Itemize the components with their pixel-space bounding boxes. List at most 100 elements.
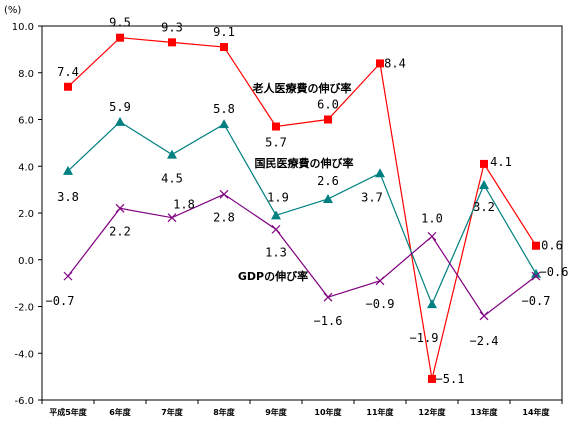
y-tick-label: 10.0 xyxy=(12,22,34,33)
axes: 10.0 8.0 6.0 4.0 2.0 0.0 -2.0 -4.0 -6.0 平成5年度 6年度 7… xyxy=(12,22,563,417)
series-label: 国民医療費の伸び率 xyxy=(255,156,354,170)
y-tick-label: 0.0 xyxy=(18,256,34,267)
data-point-x-stroke xyxy=(479,311,489,321)
data-point-x-stroke xyxy=(167,213,177,223)
data-label: 1.8 xyxy=(173,198,195,212)
data-point-triangle xyxy=(271,210,281,220)
x-tick-label: 6年度 xyxy=(109,407,132,417)
data-label: −2.4 xyxy=(470,334,499,348)
x-tick-label: 平成5年度 xyxy=(49,407,88,417)
y-axis-unit: (%) xyxy=(4,5,21,16)
data-point-x-stroke xyxy=(531,271,541,281)
series-label: 老人医療費の伸び率 xyxy=(252,81,352,95)
data-label: 8.4 xyxy=(384,56,406,70)
y-tick-label: -2.0 xyxy=(14,303,34,314)
data-label: −1.6 xyxy=(314,314,343,328)
data-label: 2.6 xyxy=(317,174,339,188)
data-label: 5.9 xyxy=(109,100,131,114)
data-label: 2.2 xyxy=(109,224,131,238)
data-labels: 7.4 9.5 9.3 9.1 5.7 6.0 8.4 −5.1 4.1 0.6 3.8 5.9 4.5… xyxy=(46,16,568,386)
data-point-x-stroke xyxy=(115,203,125,213)
data-label: 9.1 xyxy=(213,25,235,39)
x-tick-label: 10年度 xyxy=(314,407,342,417)
data-point-x xyxy=(115,203,125,213)
data-label: −0.7 xyxy=(46,294,75,308)
data-label: 9.3 xyxy=(161,20,183,34)
data-point-x-stroke xyxy=(63,271,73,281)
data-point-x-stroke xyxy=(375,276,385,286)
data-point-x-stroke xyxy=(427,231,437,241)
data-point-square xyxy=(480,159,488,168)
data-point-x xyxy=(219,189,229,199)
data-label: 7.4 xyxy=(57,65,79,79)
data-label: 2.8 xyxy=(213,210,235,224)
x-tick-label: 8年度 xyxy=(213,407,236,417)
data-label: 9.5 xyxy=(109,16,131,30)
data-point-triangle xyxy=(63,165,73,175)
y-tick-label: 4.0 xyxy=(18,162,34,173)
data-point-x-stroke xyxy=(323,292,333,302)
data-point-triangle xyxy=(531,268,541,278)
series-lines xyxy=(67,37,537,380)
data-point-triangle xyxy=(323,193,333,203)
y-tick-label: 6.0 xyxy=(18,116,34,127)
data-label: −5.1 xyxy=(436,372,465,386)
y-tick-label: -6.0 xyxy=(14,396,34,407)
data-label: 3.8 xyxy=(57,190,79,204)
data-point-triangle xyxy=(479,179,489,189)
y-tick-label: -4.0 xyxy=(14,349,34,360)
data-point-square xyxy=(220,43,228,52)
data-point-square xyxy=(532,241,540,250)
data-point-x xyxy=(167,213,177,223)
data-point-x xyxy=(323,292,333,302)
data-label: −0.7 xyxy=(522,294,551,308)
x-tick-label: 7年度 xyxy=(161,407,184,417)
data-label: 6.0 xyxy=(317,98,339,112)
data-label: −0.6 xyxy=(540,265,568,279)
data-point-triangle xyxy=(375,168,385,178)
data-label: −1.9 xyxy=(410,331,439,345)
data-point-square xyxy=(376,59,384,68)
series-line xyxy=(67,37,537,380)
data-point-square xyxy=(324,115,332,124)
data-label: 5.7 xyxy=(265,136,287,150)
series-line xyxy=(67,193,537,317)
data-point-x xyxy=(63,271,73,281)
data-label: 0.6 xyxy=(541,239,563,253)
x-tick-label: 12年度 xyxy=(418,407,446,417)
data-label: 1.9 xyxy=(267,190,289,204)
data-point-square xyxy=(272,122,280,131)
data-point-square xyxy=(116,33,124,42)
series-markers xyxy=(63,33,541,383)
data-label: 1.0 xyxy=(421,211,443,225)
data-point-square xyxy=(168,38,176,47)
data-point-triangle xyxy=(427,299,437,309)
data-point-x xyxy=(375,276,385,286)
series-line xyxy=(67,121,537,306)
data-point-square xyxy=(64,82,72,91)
data-label: 3.7 xyxy=(361,190,383,204)
data-point-square xyxy=(428,374,436,383)
data-point-triangle xyxy=(115,116,125,126)
y-tick-label: 8.0 xyxy=(18,69,34,80)
data-label: −0.9 xyxy=(366,297,395,311)
data-point-x-stroke xyxy=(219,189,229,199)
x-tick-label: 13年度 xyxy=(470,407,498,417)
x-tick-label: 9年度 xyxy=(265,407,288,417)
y-tick-label: 2.0 xyxy=(18,209,34,220)
data-label: 1.3 xyxy=(265,245,287,259)
x-tick-label: 11年度 xyxy=(366,407,394,417)
data-label: 4.1 xyxy=(490,155,512,169)
data-point-x xyxy=(531,271,541,281)
data-label: 5.8 xyxy=(213,102,235,116)
data-point-x xyxy=(271,224,281,234)
data-point-triangle xyxy=(219,119,229,129)
data-point-x-stroke xyxy=(271,224,281,234)
data-point-x xyxy=(427,231,437,241)
data-label: 4.5 xyxy=(161,172,183,186)
series-label: GDPの伸び率 xyxy=(238,269,308,283)
x-tick-label: 14年度 xyxy=(522,407,550,417)
data-point-triangle xyxy=(167,149,177,159)
